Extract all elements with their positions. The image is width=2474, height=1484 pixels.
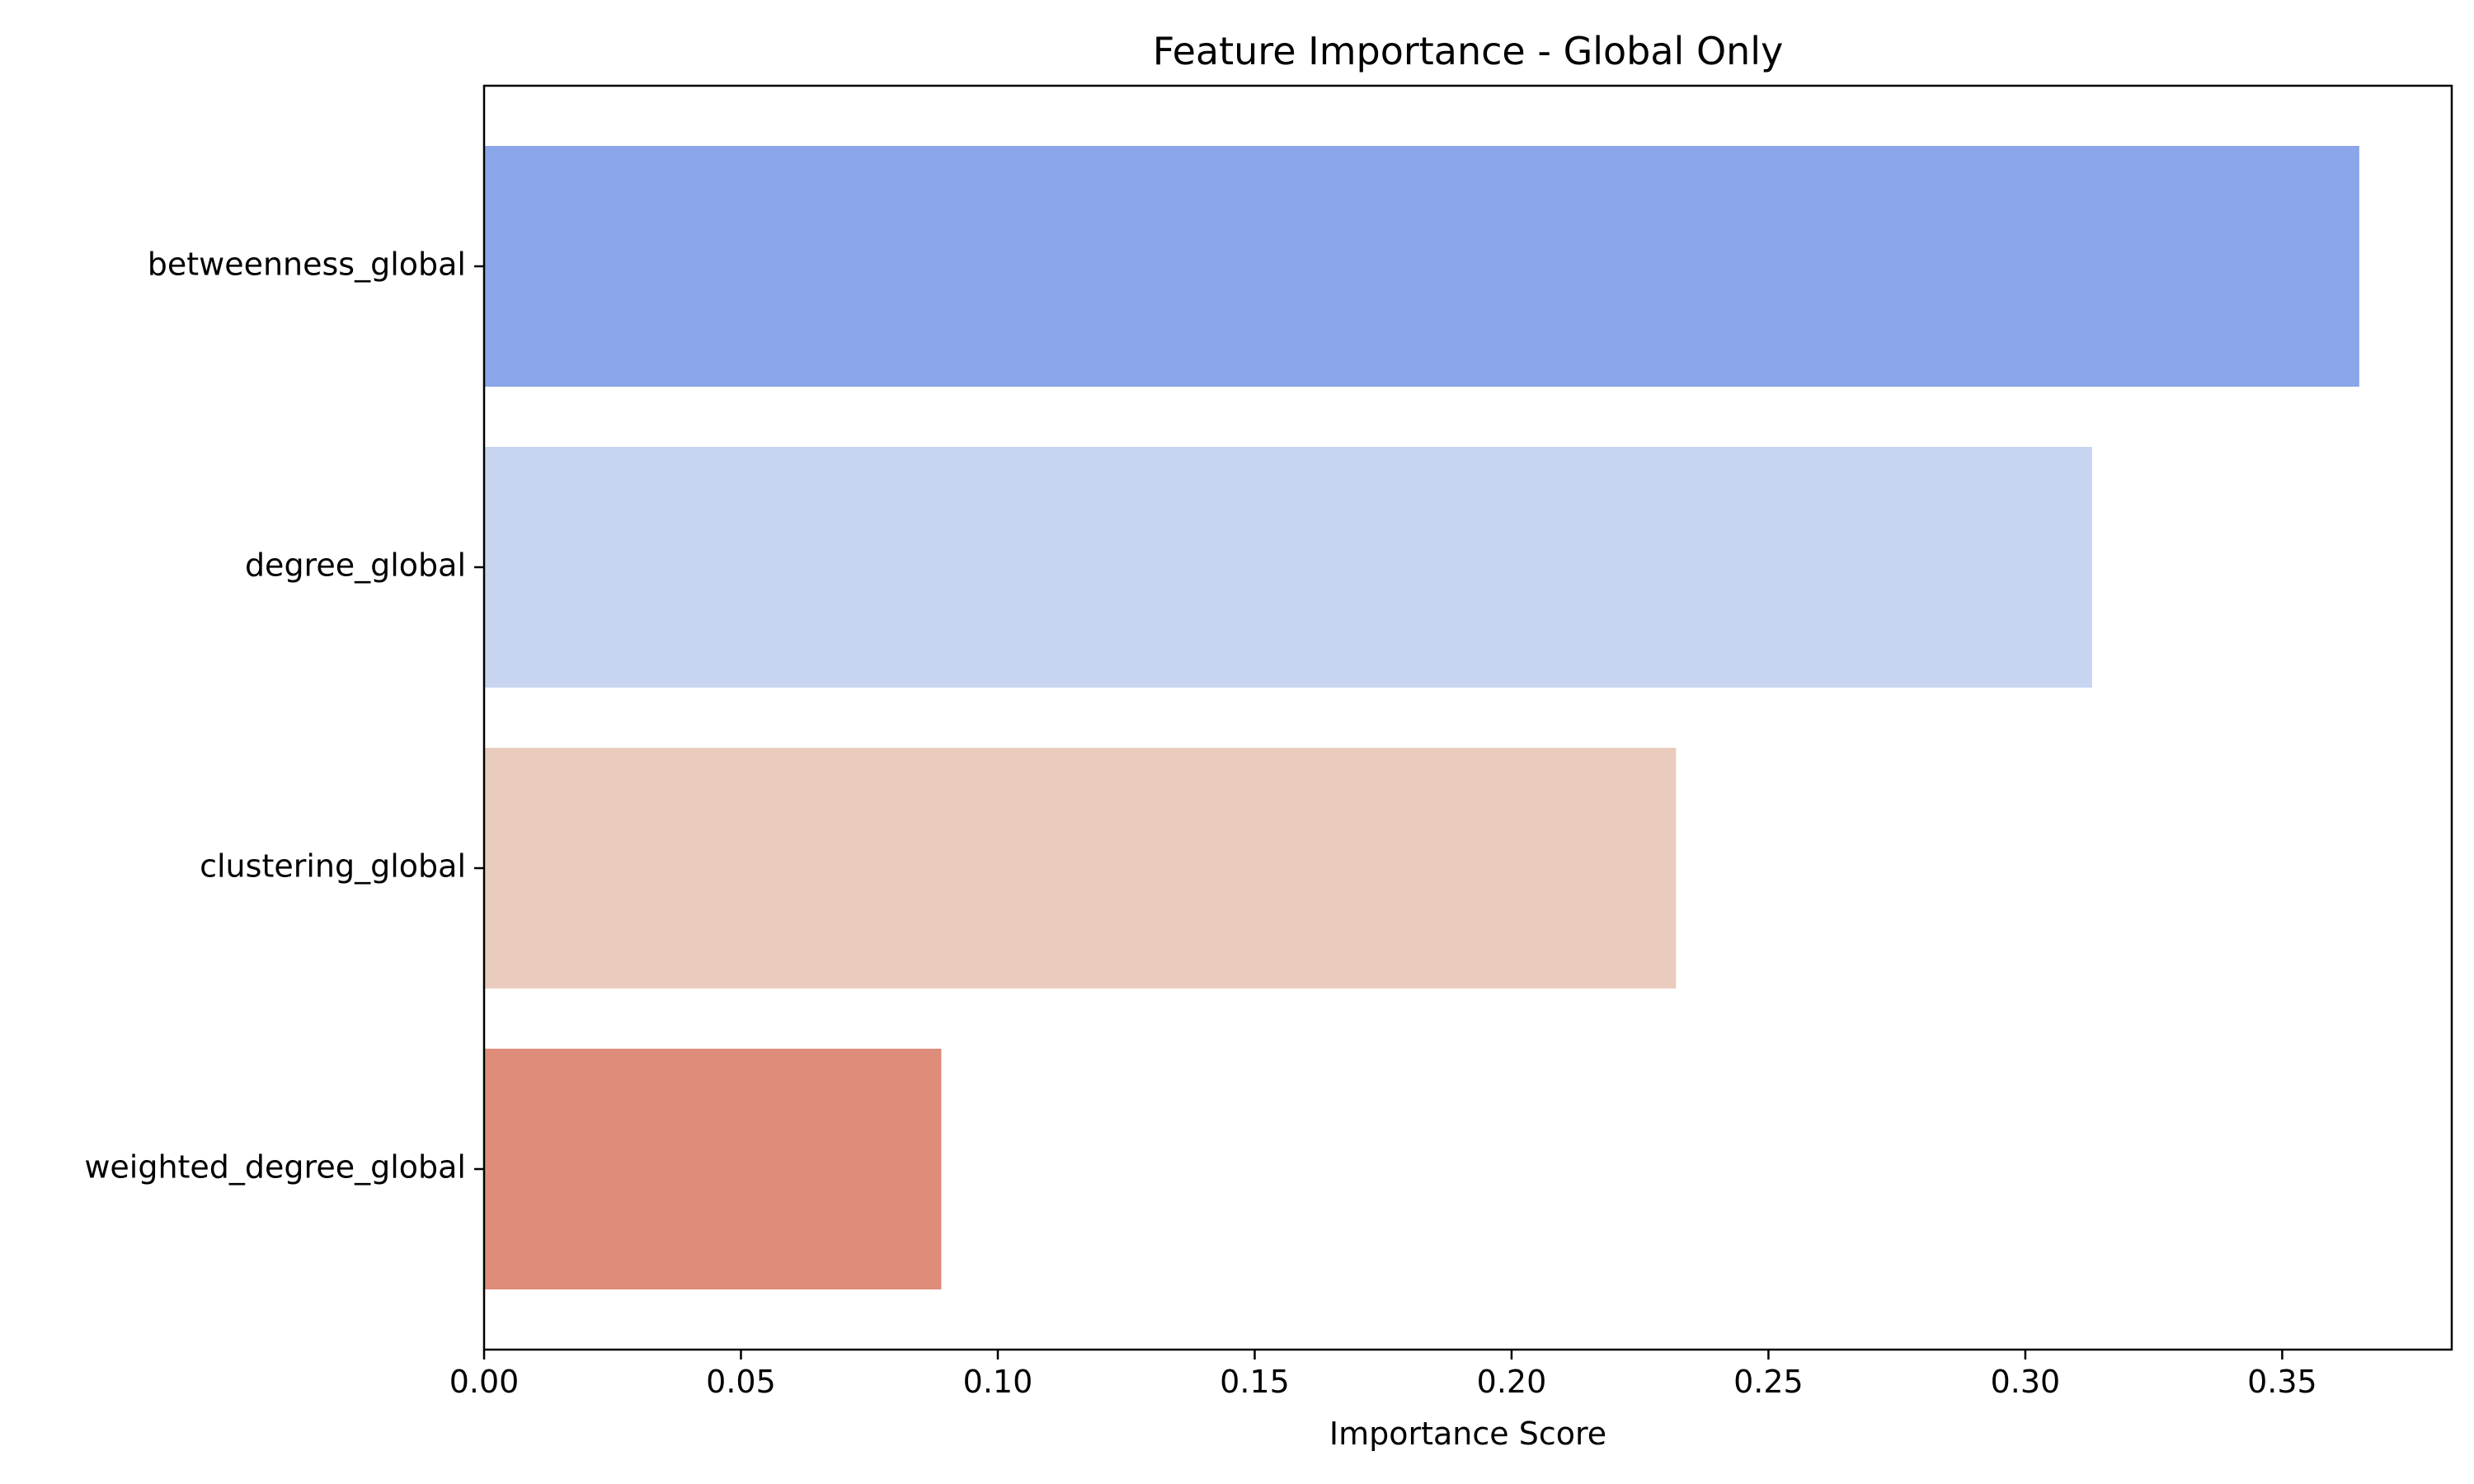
bar-degree_global bbox=[484, 447, 2092, 688]
chart-title: Feature Importance - Global Only bbox=[1153, 29, 1784, 73]
plot-area-frame bbox=[482, 84, 2453, 1351]
x-tick-label: 0.15 bbox=[1220, 1364, 1290, 1400]
bar-betweenness_global bbox=[484, 146, 2359, 387]
bar-weighted_degree_global bbox=[484, 1049, 942, 1289]
x-tick-label: 0.10 bbox=[963, 1364, 1033, 1400]
y-tick-label: betweenness_global bbox=[148, 247, 466, 283]
y-tick-label: weighted_degree_global bbox=[84, 1149, 466, 1186]
x-tick-label: 0.35 bbox=[2247, 1364, 2317, 1400]
y-tick-label: clustering_global bbox=[200, 848, 466, 885]
x-tick-label: 0.30 bbox=[1991, 1364, 2061, 1400]
x-tick-label: 0.20 bbox=[1477, 1364, 1547, 1400]
x-axis-label: Importance Score bbox=[1329, 1416, 1606, 1452]
x-tick-label: 0.00 bbox=[449, 1364, 520, 1400]
bar-clustering_global bbox=[484, 748, 1677, 989]
x-tick-label: 0.25 bbox=[1733, 1364, 1804, 1400]
y-tick-label: degree_global bbox=[245, 547, 466, 584]
x-tick-label: 0.05 bbox=[706, 1364, 776, 1400]
y-axis: betweenness_global degree_global clusterin… bbox=[84, 247, 484, 1186]
bars-layer bbox=[484, 146, 2359, 1289]
x-axis: 0.00 0.05 0.10 0.15 0.20 0.25 0.30 0.35 bbox=[449, 1350, 2317, 1400]
